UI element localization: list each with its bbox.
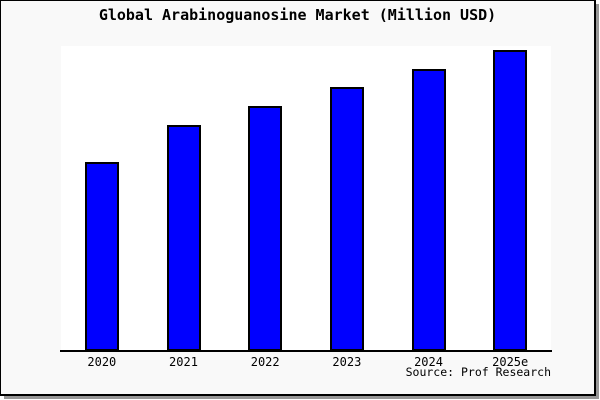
- chart-title: Global Arabinoguanosine Market (Million …: [98, 6, 497, 24]
- bar-slot-2024: [388, 46, 470, 351]
- bar-slot-2023: [306, 46, 388, 351]
- bar-2023: [329, 86, 364, 351]
- bars-row: [61, 46, 551, 351]
- bar-2022: [248, 106, 283, 351]
- x-axis-line: [60, 350, 552, 352]
- x-tick-label-2020: 2020: [87, 355, 117, 369]
- plot-area: [61, 46, 551, 351]
- x-tick-label-2021: 2021: [169, 355, 198, 369]
- bar-slot-2025e: [469, 46, 551, 351]
- x-tick-label-2023: 2023: [332, 355, 362, 369]
- bar-slot-2020: [61, 46, 143, 351]
- bar-2021: [166, 125, 201, 351]
- bar-slot-2022: [224, 46, 306, 351]
- bar-slot-2021: [143, 46, 225, 351]
- bar-2025e: [493, 49, 528, 351]
- bar-2024: [411, 68, 446, 351]
- x-tick-label-2025e: 2025e: [492, 355, 529, 369]
- x-axis-labels: 2020 2021 2022 2023 2024 2025e: [61, 355, 551, 369]
- source-note: Source: Prof Research: [405, 365, 551, 379]
- bar-2020: [84, 161, 119, 351]
- x-tick-label-2024: 2024: [414, 355, 443, 369]
- x-tick-label-2022: 2022: [250, 355, 280, 369]
